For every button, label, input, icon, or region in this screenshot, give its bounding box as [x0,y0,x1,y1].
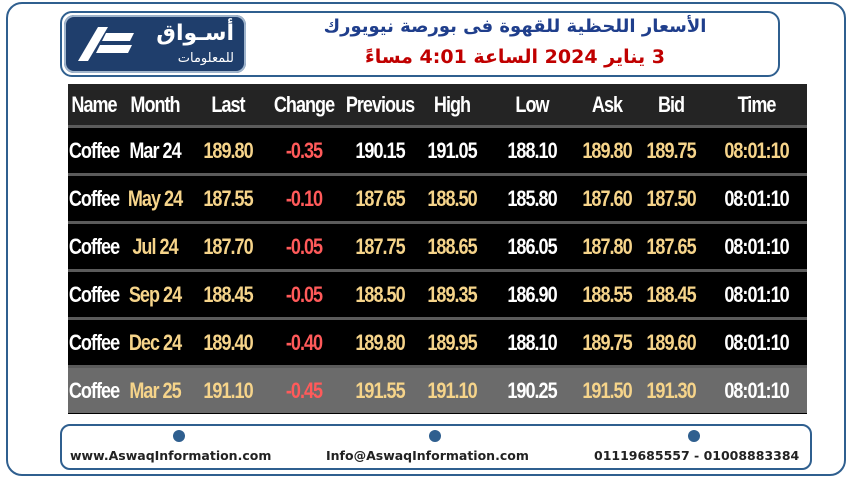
cell-low: 190.25 [507,377,557,403]
prices-table: Name Month Last Change Previous High Low… [68,84,807,414]
cell-high: 191.05 [427,137,477,163]
column-header-previous: Previous [345,91,415,117]
table-row: Coffee Mar 24 189.80 -0.35 190.15 191.05… [68,128,807,176]
cell-name: Coffee [68,233,120,259]
website-link[interactable]: www.AswaqInformation.com [70,448,272,463]
table-row: Coffee May 24 187.55 -0.10 187.65 188.50… [68,176,807,224]
column-header-change: Change [273,91,335,117]
cell-ask: 188.55 [582,281,632,307]
cell-ask: 189.80 [582,137,632,163]
cell-time: 08:01:10 [724,185,789,211]
cell-month: Sep 24 [128,281,182,307]
cell-previous: 189.80 [355,329,405,355]
table-row: Coffee Mar 25 191.10 -0.45 191.55 191.10… [68,368,807,413]
cell-month: Mar 24 [129,137,181,163]
cell-month: May 24 [127,185,183,211]
cell-change: -0.10 [285,185,323,211]
cell-ask: 189.75 [582,329,632,355]
table-header-row: Name Month Last Change Previous High Low… [68,84,807,128]
table-row: Coffee Jul 24 187.70 -0.05 187.75 188.65… [68,224,807,272]
column-header-high: High [433,91,471,117]
cell-time: 08:01:10 [724,233,789,259]
cell-low: 186.90 [507,281,557,307]
logo-mark-icon [78,27,134,61]
cell-time: 08:01:10 [724,137,789,163]
cell-low: 185.80 [507,185,557,211]
cell-time: 08:01:10 [724,329,789,355]
cell-change: -0.05 [285,281,323,307]
column-header-last: Last [211,91,245,117]
cell-month: Dec 24 [128,329,182,355]
phone-icon [688,430,700,442]
cell-last: 189.40 [203,329,253,355]
cell-name: Coffee [68,185,120,211]
cell-month: Mar 25 [129,377,181,403]
cell-change: -0.05 [285,233,323,259]
cell-time: 08:01:10 [724,377,789,403]
cell-high: 189.95 [427,329,477,355]
table-row: Coffee Dec 24 189.40 -0.40 189.80 189.95… [68,320,807,368]
cell-change: -0.40 [285,329,323,355]
cell-low: 186.05 [507,233,557,259]
cell-last: 187.55 [203,185,253,211]
cell-low: 188.10 [507,137,557,163]
cell-last: 187.70 [203,233,253,259]
column-header-name: Name [71,91,117,117]
logo-subtext: للمعلومات [177,51,234,66]
cell-last: 191.10 [203,377,253,403]
cell-name: Coffee [68,329,120,355]
phone-numbers: 01119685557 - 01008883384 [594,448,800,463]
cell-change: -0.45 [285,377,323,403]
cell-high: 188.65 [427,233,477,259]
cell-change: -0.35 [285,137,323,163]
cell-bid: 187.65 [646,233,696,259]
cell-previous: 188.50 [355,281,405,307]
cell-ask: 187.80 [582,233,632,259]
aswaq-logo: أسـواق للمعلومات [64,15,246,73]
cell-previous: 191.55 [355,377,405,403]
cell-previous: 187.65 [355,185,405,211]
cell-last: 188.45 [203,281,253,307]
cell-name: Coffee [68,377,120,403]
cell-month: Jul 24 [132,233,178,259]
column-header-low: Low [515,91,549,117]
cell-bid: 188.45 [646,281,696,307]
page-subtitle-datetime: 3 يناير 2024 الساعة 4:01 مساءً [364,46,666,68]
cell-high: 191.10 [427,377,477,403]
column-header-month: Month [130,91,180,117]
cell-time: 08:01:10 [724,281,789,307]
table-row: Coffee Sep 24 188.45 -0.05 188.50 189.35… [68,272,807,320]
cell-name: Coffee [68,281,120,307]
cell-previous: 187.75 [355,233,405,259]
column-header-ask: Ask [591,91,623,117]
column-header-time: Time [737,91,777,117]
logo-text: أسـواق [156,21,234,46]
globe-icon [173,430,185,442]
cell-high: 188.50 [427,185,477,211]
cell-bid: 191.30 [646,377,696,403]
cell-ask: 187.60 [582,185,632,211]
cell-high: 189.35 [427,281,477,307]
email-icon [429,430,441,442]
cell-bid: 189.75 [646,137,696,163]
cell-bid: 187.50 [646,185,696,211]
cell-name: Coffee [68,137,120,163]
cell-ask: 191.50 [582,377,632,403]
cell-previous: 190.15 [355,137,405,163]
column-header-bid: Bid [657,91,685,117]
page-title: الأسعار اللحظية للقهوة فى بورصة نيويورك [323,16,707,37]
email-link[interactable]: Info@AswaqInformation.com [326,448,529,463]
cell-bid: 189.60 [646,329,696,355]
cell-low: 188.10 [507,329,557,355]
cell-last: 189.80 [203,137,253,163]
